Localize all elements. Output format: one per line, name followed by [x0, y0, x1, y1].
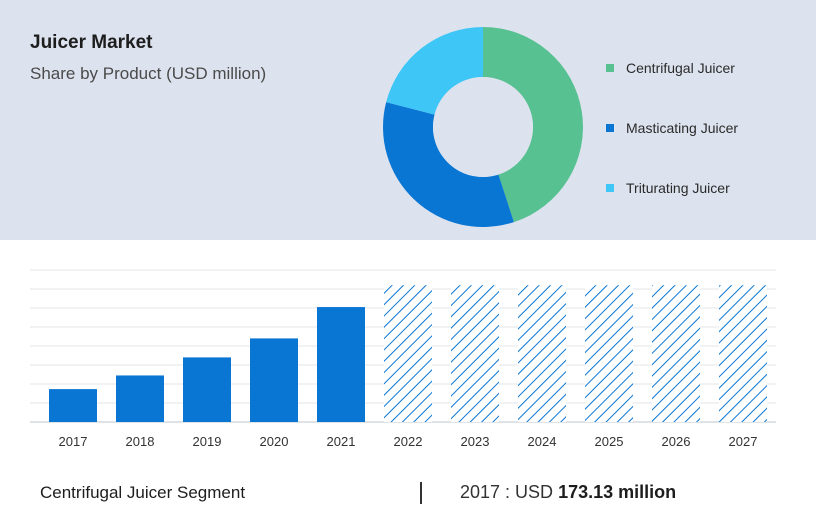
x-tick-label: 2020 [260, 434, 289, 449]
bar-2017 [49, 389, 97, 422]
bar-forecast-2022 [384, 285, 432, 422]
donut-slice-triturating [386, 27, 483, 115]
x-tick-label: 2019 [193, 434, 222, 449]
x-tick-label: 2017 [59, 434, 88, 449]
summary-panel: Juicer Market Share by Product (USD mill… [0, 0, 816, 240]
bar-2020 [250, 338, 298, 422]
legend-label-triturating: Triturating Juicer [626, 180, 730, 196]
legend-swatch-masticating [606, 124, 614, 132]
legend-swatch-centrifugal [606, 64, 614, 72]
segment-value-amount: 173.13 million [558, 482, 677, 502]
bar-2021 [317, 307, 365, 422]
x-tick-label: 2018 [126, 434, 155, 449]
segment-value-prefix: 2017 : USD [460, 482, 554, 502]
segment-label: Centrifugal Juicer Segment [40, 483, 246, 502]
x-tick-label: 2024 [528, 434, 557, 449]
legend-label-masticating: Masticating Juicer [626, 120, 739, 136]
x-tick-label: 2026 [662, 434, 691, 449]
bar-chart: 2017 2018 2019 2020 2021 2022 2023 2024 2025 2026… [30, 269, 776, 449]
donut-slice-centrifugal [483, 27, 583, 223]
donut-slice-masticating [383, 102, 514, 228]
x-tick-label: 2023 [461, 434, 490, 449]
bar-2018 [116, 375, 164, 422]
segment-value: 2017 : USD 173.13 million [460, 482, 676, 503]
bar-forecast-2027 [719, 285, 767, 422]
legend-item-triturating: Triturating Juicer [606, 172, 806, 232]
legend-swatch-triturating [606, 184, 614, 192]
chart-title: Juicer Market [30, 32, 153, 53]
bar-forecast-2026 [652, 285, 700, 422]
x-tick-label: 2021 [327, 434, 356, 449]
legend-label-centrifugal: Centrifugal Juicer [626, 60, 735, 76]
legend: Centrifugal Juicer Masticating Juicer Tr… [606, 52, 806, 232]
bar-2019 [183, 357, 231, 422]
footer-divider [420, 482, 422, 504]
bar-forecast-2025 [585, 285, 633, 422]
bar-forecast-2023 [451, 285, 499, 422]
chart-subtitle: Share by Product (USD million) [30, 64, 267, 83]
legend-item-masticating: Masticating Juicer [606, 112, 806, 172]
bar-forecast-2024 [518, 285, 566, 422]
donut-chart [383, 27, 583, 228]
x-tick-label: 2022 [394, 434, 423, 449]
x-tick-label: 2027 [729, 434, 758, 449]
x-tick-label: 2025 [595, 434, 624, 449]
donut-hole [433, 77, 533, 177]
legend-item-centrifugal: Centrifugal Juicer [606, 52, 806, 112]
